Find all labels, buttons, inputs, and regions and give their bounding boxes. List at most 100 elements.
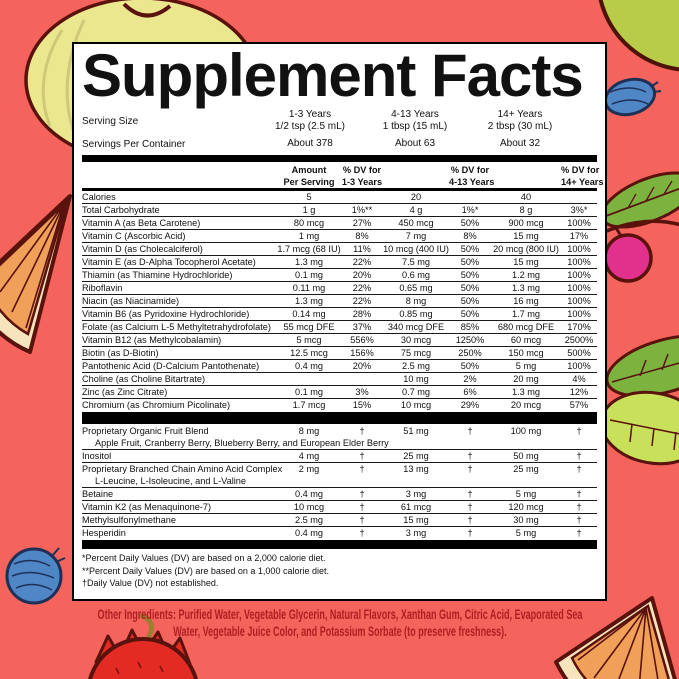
nutrient-row: Vitamin A (as Beta Carotene) 80 mcg 27% 450… (82, 216, 597, 229)
nutrient-value: 0.1 mg (294, 387, 324, 397)
servings-count-3: About 32 (499, 138, 541, 149)
nutrient-row: Vitamin E (as D-Alpha Tocopherol Acetate… (82, 255, 597, 268)
nutrient-row: Vitamin K2 (as Menaquinone-7) 10 mcg † 61 m… (82, 500, 597, 513)
nutrient-value: 4% (572, 374, 586, 384)
nutrient-value: 27% (352, 218, 372, 228)
nutrient-value: 20 mcg (800 IU) (493, 244, 559, 254)
nutrient-name: Vitamin A (as Beta Carotene) (82, 218, 201, 228)
cherry-icon (600, 171, 679, 283)
nutrient-name: Choline (as Choline Bitartrate) (82, 374, 206, 384)
nutrient-value: 5 mg (515, 361, 537, 371)
nutrient-value: 0.65 mg (399, 283, 433, 293)
nutrient-value: 25 mg (403, 451, 429, 461)
thick-divider-middle (82, 412, 597, 424)
nutrient-value: 50% (460, 257, 480, 267)
nutrient-name: Vitamin B12 (as Methylcobalamin) (82, 335, 222, 345)
nutrient-value: 1.3 mg (511, 283, 541, 293)
nutrient-value: † (359, 528, 365, 538)
nutrient-value: 13 mg (403, 464, 429, 474)
nutrient-value: 2% (463, 374, 477, 384)
nutrient-value: 100% (567, 296, 591, 306)
nutrient-value: 20 mg (513, 374, 539, 384)
nutrient-value: 450 mcg (398, 218, 434, 228)
nutrient-value: 50% (460, 244, 480, 254)
nutrient-value: 100% (567, 361, 591, 371)
nutrient-name: Riboflavin (82, 283, 123, 293)
nutrient-value: 1 mg (298, 231, 320, 241)
nutrient-value: 100 mg (510, 426, 542, 436)
nutrient-name: Hesperidin (82, 528, 126, 538)
nutrient-value: 22% (352, 257, 372, 267)
nutrient-value (449, 191, 491, 203)
footnotes: *Percent Daily Values (DV) are based on … (82, 552, 597, 590)
nutrient-value: 17% (569, 231, 589, 241)
nutrient-value (561, 191, 597, 203)
nutrient-table-section-2: Proprietary Organic Fruit Blend 8 mg † 51 m… (82, 425, 597, 539)
nutrient-value: 22% (352, 296, 372, 306)
nutrient-value: † (467, 451, 473, 461)
nutrient-value: 156% (350, 348, 374, 358)
nutrient-value: 50% (460, 361, 480, 371)
nutrient-row: Proprietary Branched Chain Amino Acid Co… (82, 462, 597, 487)
nutrient-value: 57% (569, 400, 589, 410)
nutrient-value (341, 191, 383, 203)
nutrient-value: 50% (460, 283, 480, 293)
nutrient-value (341, 373, 383, 385)
nutrient-name: Proprietary Organic Fruit Blend (82, 426, 209, 436)
nutrient-value: 6% (463, 387, 477, 397)
nutrient-row: Niacin (as Niacinamide) 1.3 mg 22% 8 mg 50% 1… (82, 294, 597, 307)
nutrient-value: 30 mg (513, 515, 539, 525)
nutrient-value: 25 mg (513, 464, 539, 474)
nutrient-value: 8 mg (298, 426, 320, 436)
thick-divider-bottom (82, 540, 597, 549)
nutrient-value: 1.3 mg (294, 257, 324, 267)
nutrient-value: 900 mcg (508, 218, 544, 228)
nutrient-value: † (576, 451, 582, 461)
nutrient-row: Inositol 4 mg † 25 mg † 50 mg † (82, 449, 597, 462)
table-header-row: Amount Per Serving % DV for 1-3 Years % DV f… (82, 164, 604, 191)
nutrient-value: 20% (352, 361, 372, 371)
nutrient-row: Betaine 0.4 mg † 3 mg † 5 mg † (82, 487, 597, 500)
nutrient-value: 50 mg (513, 451, 539, 461)
nutrient-name: Pantothenic Acid (D-Calcium Pantothenate… (82, 361, 260, 371)
nutrient-value: † (467, 464, 473, 474)
nutrient-value: 100% (567, 283, 591, 293)
serving-group-2: 4-13 Years 1 tbsp (15 mL) (382, 109, 448, 132)
nutrient-value: 0.4 mg (294, 361, 324, 371)
nutrient-name: Inositol (82, 451, 112, 461)
nutrient-value: 10 mg (403, 374, 429, 384)
nutrient-value: 50% (460, 296, 480, 306)
nutrient-value: 55 mcg DFE (283, 322, 335, 332)
nutrient-value: 556% (350, 335, 374, 345)
nutrient-value: † (467, 426, 473, 436)
nutrient-value: 4 g (409, 205, 423, 215)
nutrient-value: 0.7 mg (401, 387, 431, 397)
nutrient-value: 8 g (519, 205, 533, 215)
nutrient-name: Vitamin K2 (as Menaquinone-7) (82, 502, 212, 512)
servings-count-2: About 63 (394, 138, 436, 149)
nutrient-name: Zinc (as Zinc Citrate) (82, 387, 168, 397)
column-header: % DV for 14+ Years (561, 165, 604, 187)
nutrient-value: 29% (460, 400, 480, 410)
nutrient-value: 12% (569, 387, 589, 397)
nutrient-value: 4 mg (298, 451, 320, 461)
footnote-1000-cal: **Percent Daily Values (DV) are based on… (82, 565, 329, 576)
blueberry-top-right-icon (603, 77, 662, 117)
nutrient-row: Total Carbohydrate 1 g 1%** 4 g 1%* 8 g 3%* (82, 203, 597, 216)
nutrient-sub-ingredients: L-Leucine, L-Isoleucine, and L-Valine (95, 476, 247, 486)
nutrient-value: 15 mg (513, 257, 539, 267)
nutrient-value: † (576, 515, 582, 525)
nutrient-row: Calories 5 20 40 (82, 191, 597, 203)
nutrient-value: 150 mcg (508, 348, 544, 358)
servings-count-1: About 378 (287, 138, 333, 149)
nutrient-value: † (359, 451, 365, 461)
nutrient-row: Vitamin D (as Cholecalciferol) 1.7 mcg (6… (82, 242, 597, 255)
column-header: % DV for 4-13 Years (449, 165, 495, 187)
blueberry-left-icon (5, 547, 66, 605)
nutrient-value: 500% (567, 348, 591, 358)
nutrient-name: Thiamin (as Thiamine Hydrochloride) (82, 270, 233, 280)
nutrient-value: 20% (352, 270, 372, 280)
servings-per-container-label: Servings Per Container (82, 138, 186, 150)
nutrient-row: Vitamin B12 (as Methylcobalamin) 5 mcg 556… (82, 333, 597, 346)
footnote-2000-cal: *Percent Daily Values (DV) are based on … (82, 553, 326, 563)
